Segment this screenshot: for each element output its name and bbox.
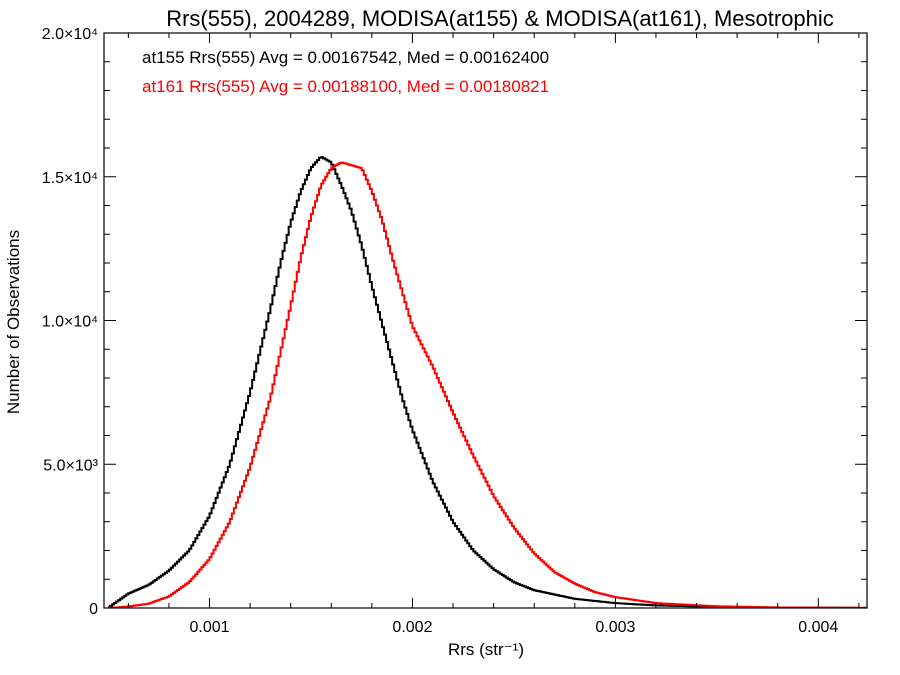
plot-area [108,156,867,608]
y-tick-label: 2.0×10⁴ [42,26,98,43]
x-tick-label: 0.003 [595,619,635,636]
x-tick-label: 0.004 [798,619,838,636]
y-axis-label: Number of Observations [4,230,23,414]
x-tick-label: 0.001 [189,619,229,636]
x-axis-label: Rrs (str⁻¹) [448,640,524,659]
series-line-at161 [108,161,867,608]
y-tick-label: 1.5×10⁴ [42,170,98,187]
y-tick-label: 5.0×10³ [43,457,98,474]
y-tick-label: 1.0×10⁴ [42,314,98,331]
series-stat-at155: at155 Rrs(555) Avg = 0.00167542, Med = 0… [142,48,549,67]
chart-title: Rrs(555), 2004289, MODISA(at155) & MODIS… [166,6,834,31]
series-layer [108,156,867,608]
axis-tick-labels: 0.001 0.002 0.003 0.004 0 5.0×10³ 1.0×10⁴ 1.5×1… [42,26,839,636]
x-tick-label: 0.002 [392,619,432,636]
axis-ticks [104,32,867,609]
series-stat-at161: at161 Rrs(555) Avg = 0.00188100, Med = 0… [142,77,549,96]
y-tick-label: 0 [89,601,98,618]
